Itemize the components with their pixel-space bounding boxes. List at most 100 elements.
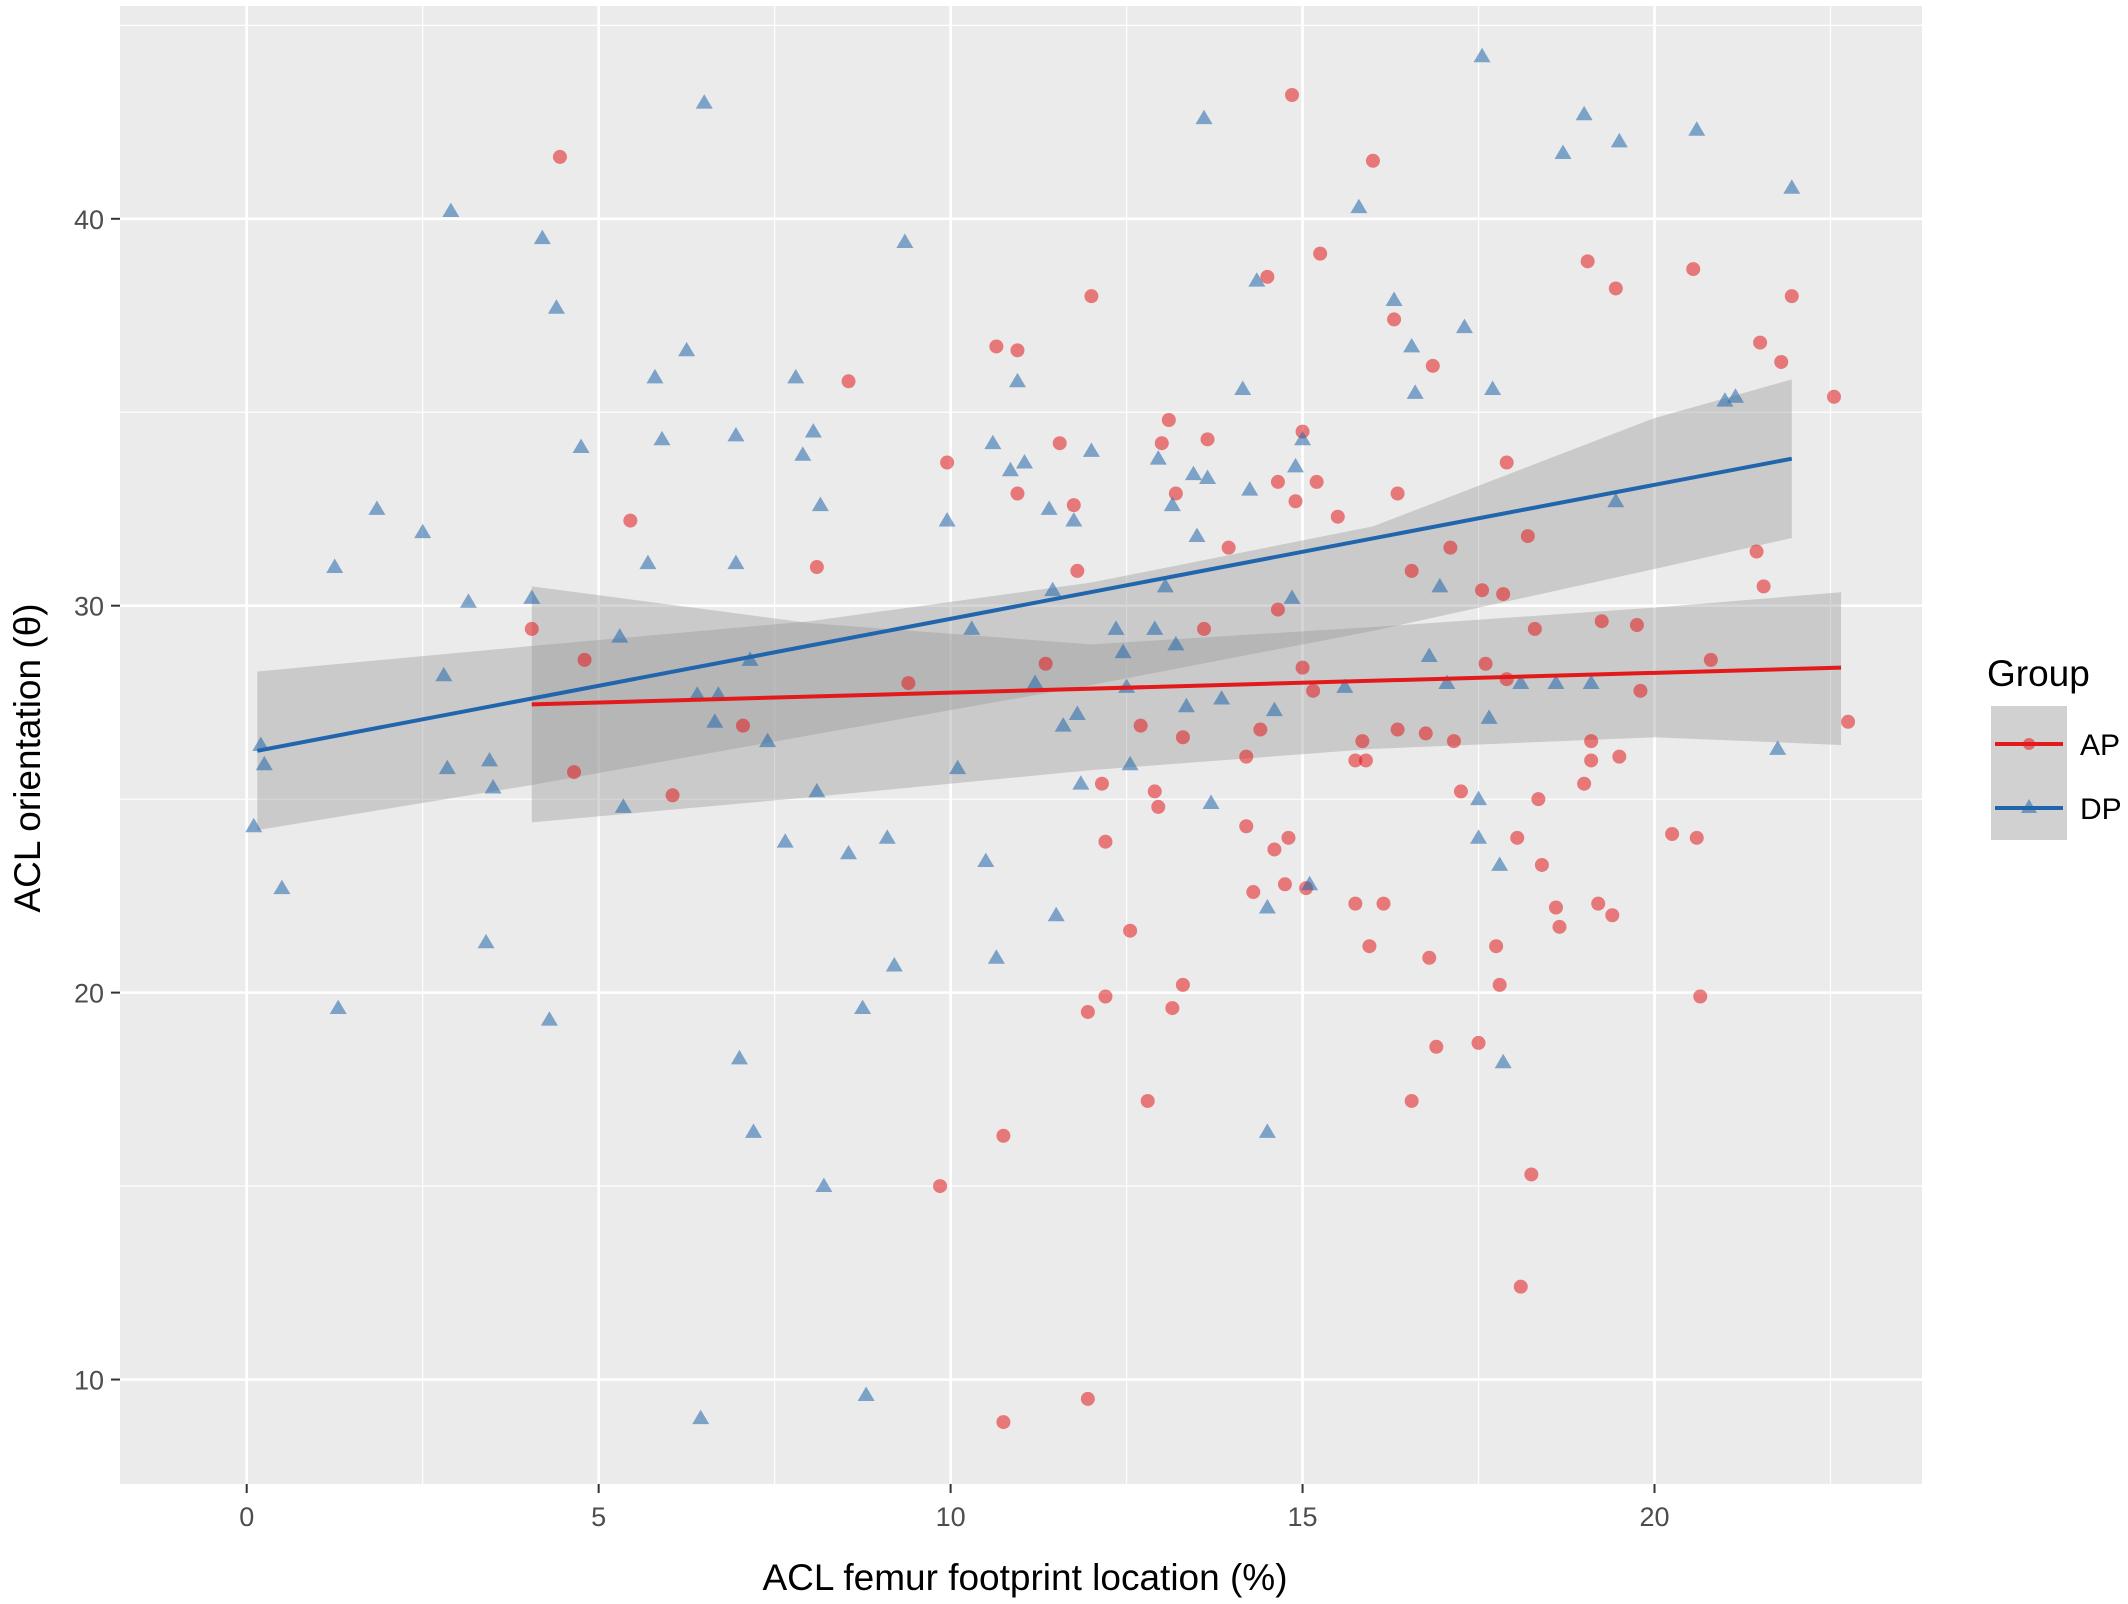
data-point-ap	[1355, 734, 1370, 749]
data-point-dp	[878, 829, 896, 844]
data-point-ap	[1309, 474, 1324, 489]
plot-panel	[120, 6, 1922, 1484]
data-point-dp	[1167, 635, 1185, 651]
data-point-ap	[809, 560, 824, 575]
data-point-ap	[1453, 784, 1468, 799]
data-point-ap	[1703, 652, 1718, 667]
data-point-ap	[1098, 989, 1113, 1004]
y-tick-label: 20	[74, 979, 104, 1009]
x-tick-label: 5	[591, 1502, 606, 1532]
data-point-dp	[938, 512, 956, 527]
legend-key-ap-marker	[2023, 738, 2035, 750]
data-point-dp	[1072, 775, 1090, 790]
data-point-dp	[1163, 496, 1181, 512]
data-point-dp	[639, 554, 657, 570]
y-tick-label: 40	[74, 205, 104, 235]
data-point-dp	[1547, 674, 1565, 690]
data-point-dp	[572, 438, 590, 454]
data-point-ap	[1552, 919, 1567, 934]
data-point-ap	[1084, 289, 1099, 304]
data-point-ap	[1499, 455, 1514, 470]
data-point-ap	[1098, 834, 1113, 849]
data-point-dp	[794, 446, 812, 461]
data-point-ap	[1527, 621, 1542, 636]
data-point-dp	[653, 430, 671, 446]
data-point-ap	[1239, 749, 1254, 764]
data-point-dp	[368, 500, 386, 515]
data-point-dp	[1047, 906, 1065, 922]
data-point-dp	[730, 1049, 748, 1065]
data-point-ap	[940, 455, 955, 470]
data-point-ap	[1330, 509, 1345, 524]
data-point-ap	[1281, 830, 1296, 845]
data-point-dp	[1016, 454, 1034, 469]
data-point-ap	[1348, 753, 1363, 768]
data-point-ap	[1492, 977, 1507, 992]
data-point-ap	[1221, 540, 1236, 555]
data-point-ap	[552, 149, 567, 164]
data-point-ap	[1478, 656, 1493, 671]
data-point-ap	[1253, 722, 1268, 737]
data-point-dp	[611, 628, 629, 643]
data-point-ap	[1841, 714, 1856, 729]
data-point-dp	[435, 666, 453, 682]
data-point-ap	[1197, 621, 1212, 636]
data-point-dp	[1473, 47, 1491, 63]
data-point-dp	[1494, 1053, 1512, 1069]
data-point-dp	[414, 523, 432, 539]
y-axis-title: ACL orientation (θ)	[7, 603, 48, 912]
data-point-dp	[1065, 512, 1083, 527]
data-point-ap	[1753, 335, 1768, 350]
data-point-ap	[1175, 977, 1190, 992]
data-point-ap	[1548, 900, 1563, 915]
data-point-ap	[567, 765, 582, 780]
data-point-ap	[1154, 436, 1169, 451]
data-point-dp	[1769, 740, 1787, 755]
data-point-dp	[646, 368, 664, 384]
data-point-dp	[727, 554, 745, 570]
data-point-dp	[692, 1409, 710, 1425]
data-point-ap	[1608, 281, 1623, 296]
grid-major	[120, 6, 1922, 1484]
data-point-ap	[1827, 389, 1842, 404]
data-point-ap	[1524, 1167, 1539, 1182]
data-point-dp	[1512, 674, 1530, 690]
data-point-dp	[533, 229, 551, 245]
data-point-ap	[1665, 826, 1680, 841]
data-point-ap	[1390, 486, 1405, 501]
legend: Group AP DP	[1987, 653, 2122, 840]
data-point-dp	[1610, 132, 1628, 148]
data-point-dp	[1480, 709, 1498, 724]
data-point-dp	[1202, 794, 1220, 809]
data-point-ap	[1499, 672, 1514, 687]
data-point-dp	[1265, 701, 1283, 717]
data-point-dp	[1554, 144, 1572, 159]
data-point-dp	[857, 1386, 875, 1401]
data-point-dp	[1146, 620, 1164, 635]
data-point-ap	[1168, 486, 1183, 501]
data-point-dp	[255, 755, 273, 771]
data-point-ap	[735, 718, 750, 733]
data-point-dp	[547, 299, 565, 314]
data-point-ap	[1306, 683, 1321, 698]
data-point-dp	[481, 751, 499, 767]
data-point-dp	[1350, 198, 1368, 214]
data-point-ap	[989, 339, 1004, 354]
data-point-dp	[1403, 337, 1421, 353]
data-point-dp	[1575, 105, 1593, 121]
data-point-dp	[1199, 469, 1217, 484]
data-point-dp	[477, 933, 495, 949]
data-point-ap	[1267, 842, 1282, 857]
data-point-dp	[1301, 875, 1319, 891]
data-point-ap	[1010, 343, 1025, 358]
data-point-ap	[996, 1415, 1011, 1430]
data-point-dp	[329, 999, 347, 1015]
data-point-dp	[854, 999, 872, 1015]
data-point-ap	[1175, 730, 1190, 745]
data-point-dp	[1258, 1123, 1276, 1138]
data-point-dp	[1491, 856, 1509, 871]
data-point-ap	[1591, 896, 1606, 911]
data-point-dp	[1455, 318, 1473, 334]
data-point-ap	[1133, 718, 1148, 733]
data-point-dp	[1149, 450, 1167, 465]
